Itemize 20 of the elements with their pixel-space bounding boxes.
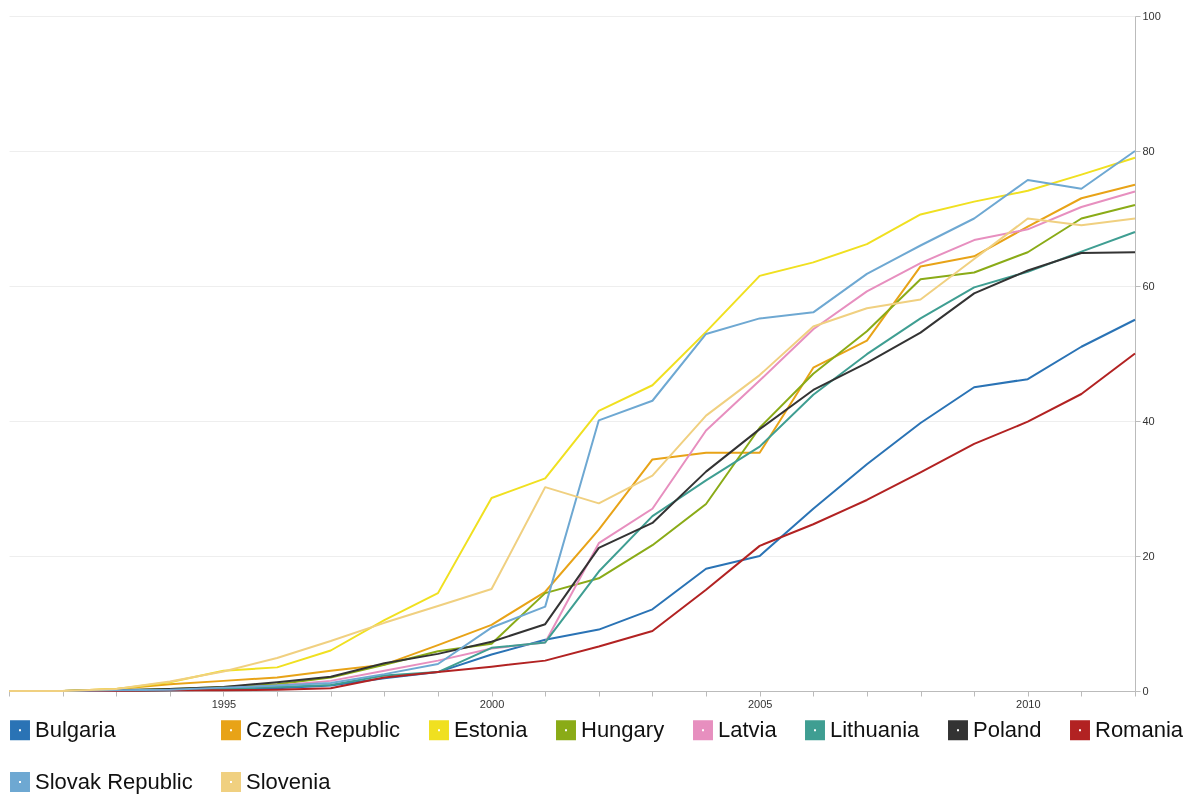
x-tick-label: 1995 [211, 697, 237, 710]
y-tick-label: 20 [1142, 549, 1155, 562]
legend-label: Slovenia [246, 769, 332, 794]
y-tick-label: 60 [1142, 279, 1155, 292]
legend-label: Slovak Republic [35, 769, 193, 794]
legend-label: Romania [1095, 717, 1184, 743]
y-tick-label: 40 [1142, 414, 1155, 427]
legend-label: Hungary [581, 717, 665, 743]
legend-label: Estonia [454, 717, 529, 743]
legend-label: Czech Republic [246, 717, 401, 743]
legend-label: Poland [973, 717, 1042, 743]
legend-label: Latvia [718, 717, 778, 743]
y-tick-label: 80 [1142, 144, 1155, 157]
legend-label: Bulgaria [35, 717, 117, 743]
x-tick-label: 2000 [479, 697, 505, 710]
y-tick-label: 100 [1142, 9, 1161, 22]
y-tick-label: 0 [1142, 684, 1149, 697]
x-tick-label: 2005 [747, 697, 773, 710]
x-tick-label: 2010 [1016, 697, 1041, 710]
legend-label: Lithuania [830, 717, 921, 743]
